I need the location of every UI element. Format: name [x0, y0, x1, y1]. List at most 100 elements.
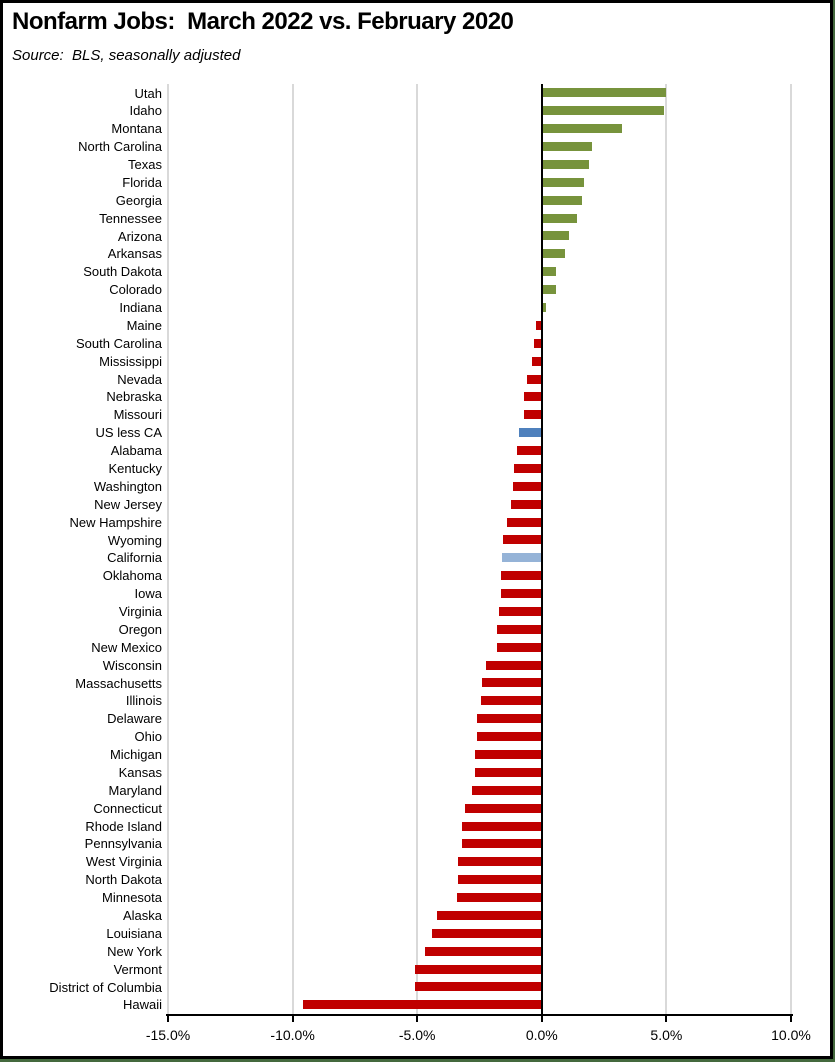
bar-new-jersey — [510, 499, 541, 509]
bar-oklahoma — [500, 571, 541, 581]
row-label-massachusetts: Massachusetts — [75, 675, 162, 691]
bar-south-carolina — [534, 338, 541, 348]
row-label-utah: Utah — [134, 85, 162, 101]
row-label-michigan: Michigan — [109, 747, 162, 763]
bar-pennsylvania — [462, 839, 541, 849]
x-axis-tick-label-5: 5.0% — [650, 1027, 683, 1044]
x-axis-tick-label-0: 0.0% — [525, 1027, 558, 1044]
row-label-new-jersey: New Jersey — [94, 496, 162, 512]
bar-mississippi — [531, 356, 541, 366]
bar-utah — [542, 88, 667, 98]
row-label-texas: Texas — [128, 157, 162, 173]
bar-south-dakota — [542, 267, 556, 277]
row-label-north-dakota: North Dakota — [85, 872, 162, 888]
bar-delaware — [477, 714, 541, 724]
x-axis-tick--10 — [291, 1016, 294, 1023]
row-label-kansas: Kansas — [118, 764, 162, 780]
row-label-california: California — [107, 550, 162, 566]
bar-nebraska — [524, 392, 541, 402]
bar-texas — [542, 159, 590, 169]
bar-new-york — [424, 946, 541, 956]
bar-alabama — [516, 446, 541, 456]
row-label-south-dakota: South Dakota — [83, 264, 162, 280]
row-label-rhode-island: Rhode Island — [85, 818, 162, 834]
row-label-georgia: Georgia — [115, 192, 162, 208]
bar-north-carolina — [542, 142, 592, 152]
row-label-kentucky: Kentucky — [108, 460, 162, 476]
row-label-maryland: Maryland — [108, 782, 162, 798]
row-label-oregon: Oregon — [118, 621, 162, 637]
x-axis-tick-5 — [665, 1016, 668, 1023]
x-axis-tick--5 — [416, 1016, 419, 1023]
row-label-arizona: Arizona — [117, 228, 162, 244]
bar-district-of-columbia — [414, 982, 541, 992]
x-axis-tick-0 — [540, 1016, 543, 1023]
bar-new-hampshire — [506, 517, 541, 527]
row-label-virginia: Virginia — [118, 604, 162, 620]
row-label-illinois: Illinois — [125, 693, 162, 709]
row-label-alabama: Alabama — [110, 443, 162, 459]
row-label-south-carolina: South Carolina — [76, 335, 162, 351]
x-axis-tick-10 — [790, 1016, 792, 1023]
bar-florida — [542, 177, 585, 187]
chart-title: Nonfarm Jobs: March 2022 vs. February 20… — [12, 8, 514, 35]
row-label-ohio: Ohio — [134, 729, 162, 745]
bar-washington — [513, 481, 541, 491]
bar-missouri — [524, 410, 541, 420]
x-axis-tick-label--5: -5.0% — [398, 1027, 436, 1044]
bar-louisiana — [432, 928, 541, 938]
bar-maryland — [472, 785, 541, 795]
bar-alaska — [437, 910, 541, 920]
bar-iowa — [500, 589, 541, 599]
row-label-maine: Maine — [126, 317, 162, 333]
bar-oregon — [496, 624, 541, 634]
row-label-delaware: Delaware — [107, 711, 162, 727]
bar-virginia — [499, 606, 541, 616]
bar-wyoming — [503, 535, 541, 545]
bar-illinois — [480, 696, 541, 706]
row-label-nebraska: Nebraska — [106, 389, 162, 405]
row-label-pennsylvania: Pennsylvania — [84, 836, 162, 852]
row-label-montana: Montana — [111, 121, 162, 137]
bar-arizona — [542, 231, 570, 241]
bar-ohio — [477, 732, 541, 742]
row-label-colorado: Colorado — [109, 282, 162, 298]
bar-california — [501, 553, 541, 563]
x-axis-tick-label--10: -10.0% — [270, 1027, 315, 1044]
row-label-idaho: Idaho — [129, 103, 162, 119]
bar-minnesota — [457, 893, 541, 903]
bar-montana — [542, 124, 622, 134]
gridline-5 — [665, 84, 668, 1015]
row-label-nevada: Nevada — [117, 371, 162, 387]
bar-tennessee — [542, 213, 577, 223]
bar-indiana — [542, 303, 546, 312]
row-label-vermont: Vermont — [113, 961, 162, 977]
row-label-indiana: Indiana — [119, 300, 162, 316]
bar-west-virginia — [458, 857, 541, 867]
row-label-louisiana: Louisiana — [106, 925, 162, 941]
row-label-minnesota: Minnesota — [102, 890, 162, 906]
row-label-wisconsin: Wisconsin — [102, 657, 162, 673]
bar-vermont — [414, 964, 541, 974]
row-label-us-less-ca: US less CA — [95, 425, 162, 441]
bar-connecticut — [464, 803, 541, 813]
bar-north-dakota — [458, 875, 541, 885]
row-label-arkansas: Arkansas — [107, 246, 162, 262]
zero-axis-line — [540, 84, 543, 1015]
bar-kentucky — [514, 463, 541, 473]
row-label-hawaii: Hawaii — [122, 997, 162, 1013]
row-label-west-virginia: West Virginia — [85, 854, 162, 870]
x-axis-line — [166, 1014, 793, 1017]
bar-idaho — [542, 106, 664, 116]
row-label-alaska: Alaska — [122, 907, 162, 923]
bar-us-less-ca — [519, 428, 541, 438]
gridline--10 — [291, 84, 294, 1015]
row-label-washington: Washington — [93, 478, 162, 494]
row-label-new-york: New York — [107, 943, 162, 959]
gridline--5 — [416, 84, 419, 1015]
gridline--15 — [167, 84, 169, 1015]
row-label-missouri: Missouri — [113, 407, 162, 423]
row-label-florida: Florida — [122, 174, 162, 190]
